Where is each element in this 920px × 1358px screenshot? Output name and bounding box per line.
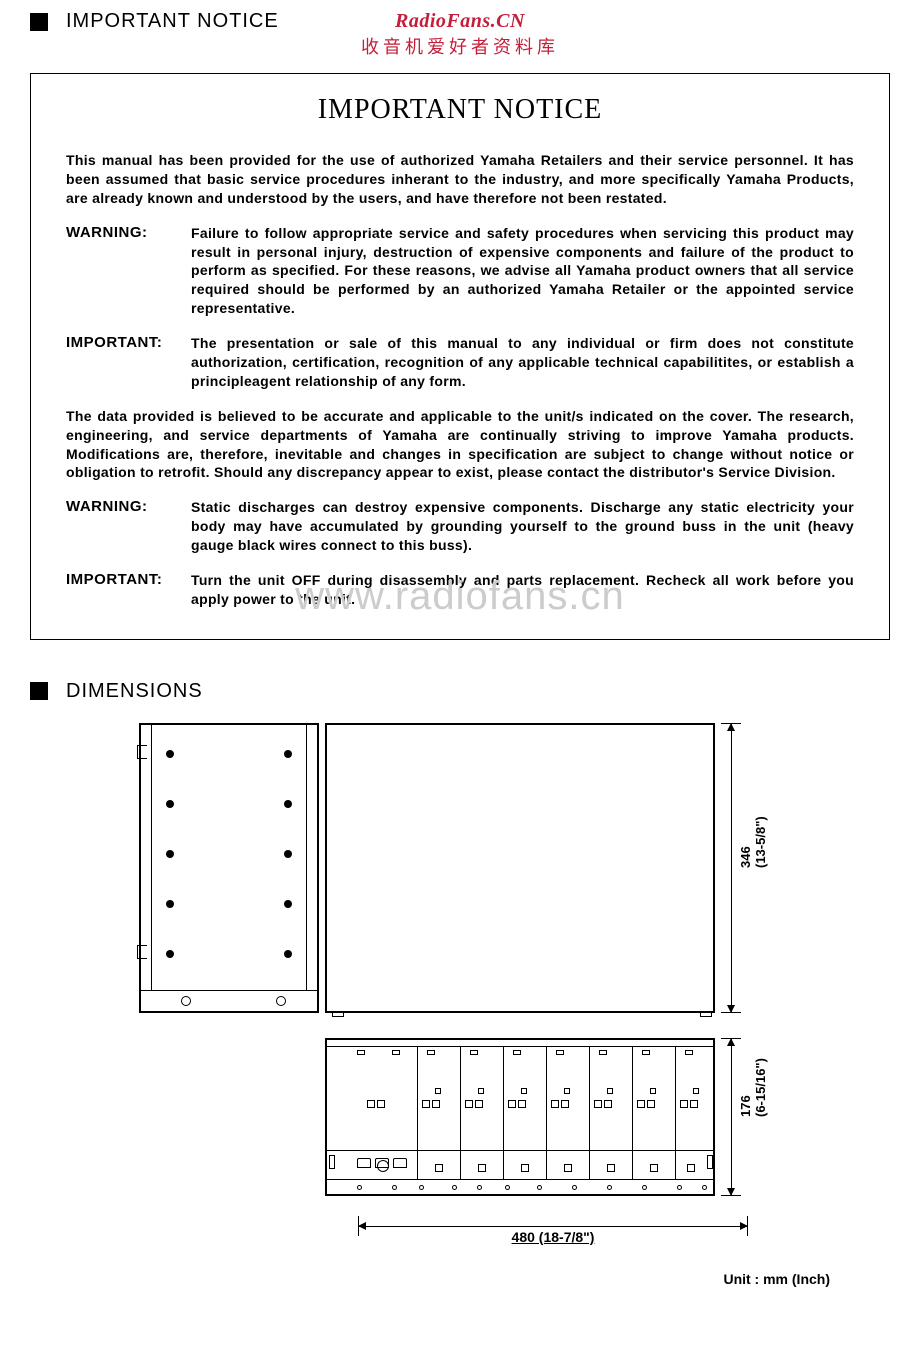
bullet-icon [30,13,48,31]
section1-title: IMPORTANT NOTICE [66,10,279,33]
warning2-text: Static discharges can destroy expensive … [191,498,854,555]
important1-label: IMPORTANT: [66,334,191,391]
important1: IMPORTANT: The presentation or sale of t… [66,334,854,391]
side-view-drawing [139,723,319,1013]
important2-text: Turn the unit OFF during disassembly and… [191,571,854,609]
important2: IMPORTANT: Turn the unit OFF during disa… [66,571,854,609]
bottom-row: 176(6-15/16") [325,1038,781,1196]
top-view-drawing [325,723,715,1013]
top-row: 346(13-5/8") [139,723,781,1013]
warning1-text: Failure to follow appropriate service an… [191,224,854,318]
width-dimension: 480 (18-7/8") [358,1211,748,1246]
watermark-line1: RadioFans.CN [361,10,559,33]
important1-text: The presentation or sale of this manual … [191,334,854,391]
section2-title: DIMENSIONS [66,680,203,703]
watermark-line2: 收音机爱好者资料库 [361,33,559,59]
height-dimension: 176(6-15/16") [721,1038,781,1196]
warning1-label: WARNING: [66,224,191,318]
depth-label: 346(13-5/8") [738,816,768,868]
dimensions-section: DIMENSIONS 346(13-5/8") [30,680,890,1287]
unit-label: Unit : mm (Inch) [30,1271,830,1287]
bullet-icon [30,682,48,700]
warning2-label: WARNING: [66,498,191,555]
warning1: WARNING: Failure to follow appropriate s… [66,224,854,318]
notice-box: IMPORTANT NOTICE This manual has been pr… [30,73,890,640]
section2-header: DIMENSIONS [30,680,890,703]
data-paragraph: The data provided is believed to be accu… [66,407,854,483]
intro-paragraph: This manual has been provided for the us… [66,151,854,208]
warning2: WARNING: Static discharges can destroy e… [66,498,854,555]
notice-box-title: IMPORTANT NOTICE [66,94,854,126]
height-label: 176(6-15/16") [738,1058,768,1117]
watermark-top: RadioFans.CN 收音机爱好者资料库 [361,10,559,59]
technical-drawings: 346(13-5/8") 176(6-15/16") [30,723,890,1246]
important2-label: IMPORTANT: [66,571,191,609]
width-label: 480 (18-7/8") [509,1229,598,1245]
depth-dimension: 346(13-5/8") [721,723,781,1013]
front-view-drawing [325,1038,715,1196]
